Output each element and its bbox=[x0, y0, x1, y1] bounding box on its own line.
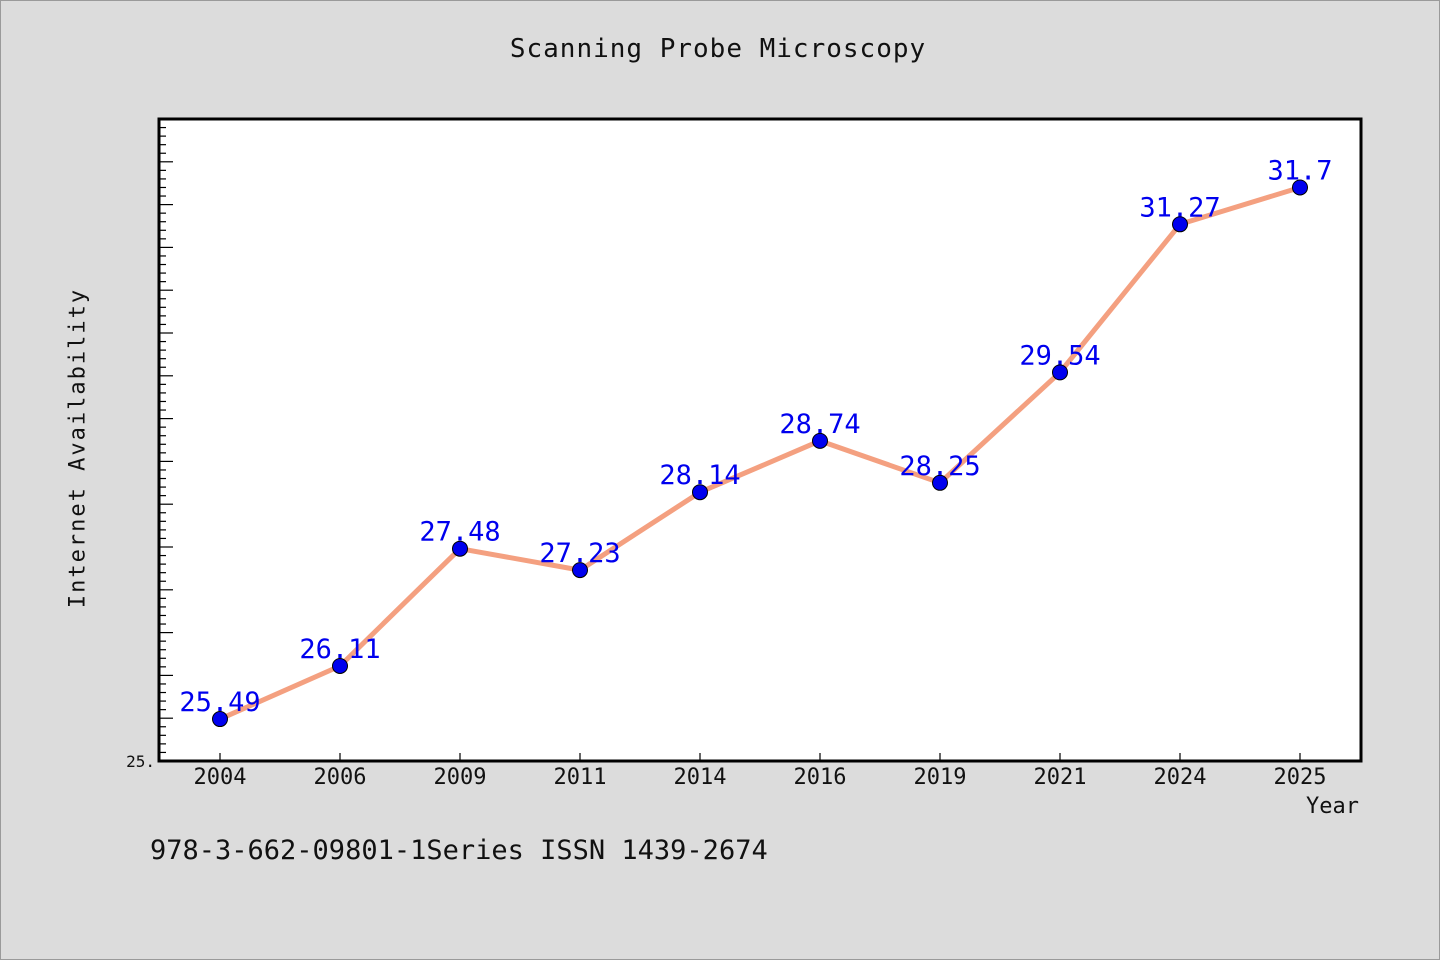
data-label: 28.25 bbox=[899, 451, 980, 482]
data-point-marker bbox=[572, 562, 588, 579]
plot-area bbox=[157, 117, 1363, 763]
data-label: 29.54 bbox=[1019, 340, 1100, 371]
x-tick-label: 2014 bbox=[674, 765, 727, 790]
data-label: 31.27 bbox=[1139, 192, 1220, 223]
x-axis-title: Year bbox=[1306, 794, 1359, 819]
x-tick-label: 2024 bbox=[1154, 765, 1207, 790]
data-point-marker bbox=[932, 474, 948, 491]
series-markers bbox=[212, 179, 1308, 728]
x-tick-label: 2016 bbox=[794, 765, 847, 790]
data-label: 26.11 bbox=[299, 634, 380, 665]
data-point-marker bbox=[452, 540, 468, 557]
footer-text: 978-3-662-09801-1Series ISSN 1439-2674 bbox=[150, 835, 768, 866]
data-point-marker bbox=[692, 484, 708, 501]
data-label: 27.48 bbox=[419, 517, 500, 548]
series-line bbox=[217, 184, 1303, 722]
data-point-marker bbox=[332, 657, 348, 674]
data-point-marker bbox=[1052, 364, 1068, 381]
data-point-marker bbox=[1172, 216, 1188, 233]
data-labels: 25.49 26.11 27.48 27.23 28.14 28.74 28.25 29.54… bbox=[179, 155, 1332, 718]
y-tick-label: 25. bbox=[126, 752, 155, 771]
data-label: 25.49 bbox=[179, 687, 260, 718]
x-tick-label: 2009 bbox=[434, 765, 487, 790]
x-tick-label: 2011 bbox=[554, 765, 607, 790]
x-tick-label: 2006 bbox=[314, 765, 367, 790]
data-label: 28.74 bbox=[779, 409, 860, 440]
x-tick-label: 2019 bbox=[914, 765, 967, 790]
data-label: 28.14 bbox=[659, 460, 740, 491]
data-point-marker bbox=[212, 711, 228, 728]
chart-title: Scanning Probe Microscopy bbox=[509, 34, 927, 64]
data-label: 31.7 bbox=[1267, 155, 1332, 186]
data-point-marker bbox=[1292, 179, 1308, 196]
data-label: 27.23 bbox=[539, 538, 620, 569]
y-axis-ticks: 25. bbox=[126, 118, 173, 771]
x-tick-label: 2004 bbox=[194, 765, 247, 790]
x-tick-label: 2021 bbox=[1034, 765, 1087, 790]
x-tick-label: 2025 bbox=[1274, 765, 1327, 790]
x-axis-labels: 2004 2006 2009 2011 2014 2016 2019 2021 2024 2025 bbox=[194, 753, 1327, 790]
data-point-marker bbox=[812, 432, 828, 449]
